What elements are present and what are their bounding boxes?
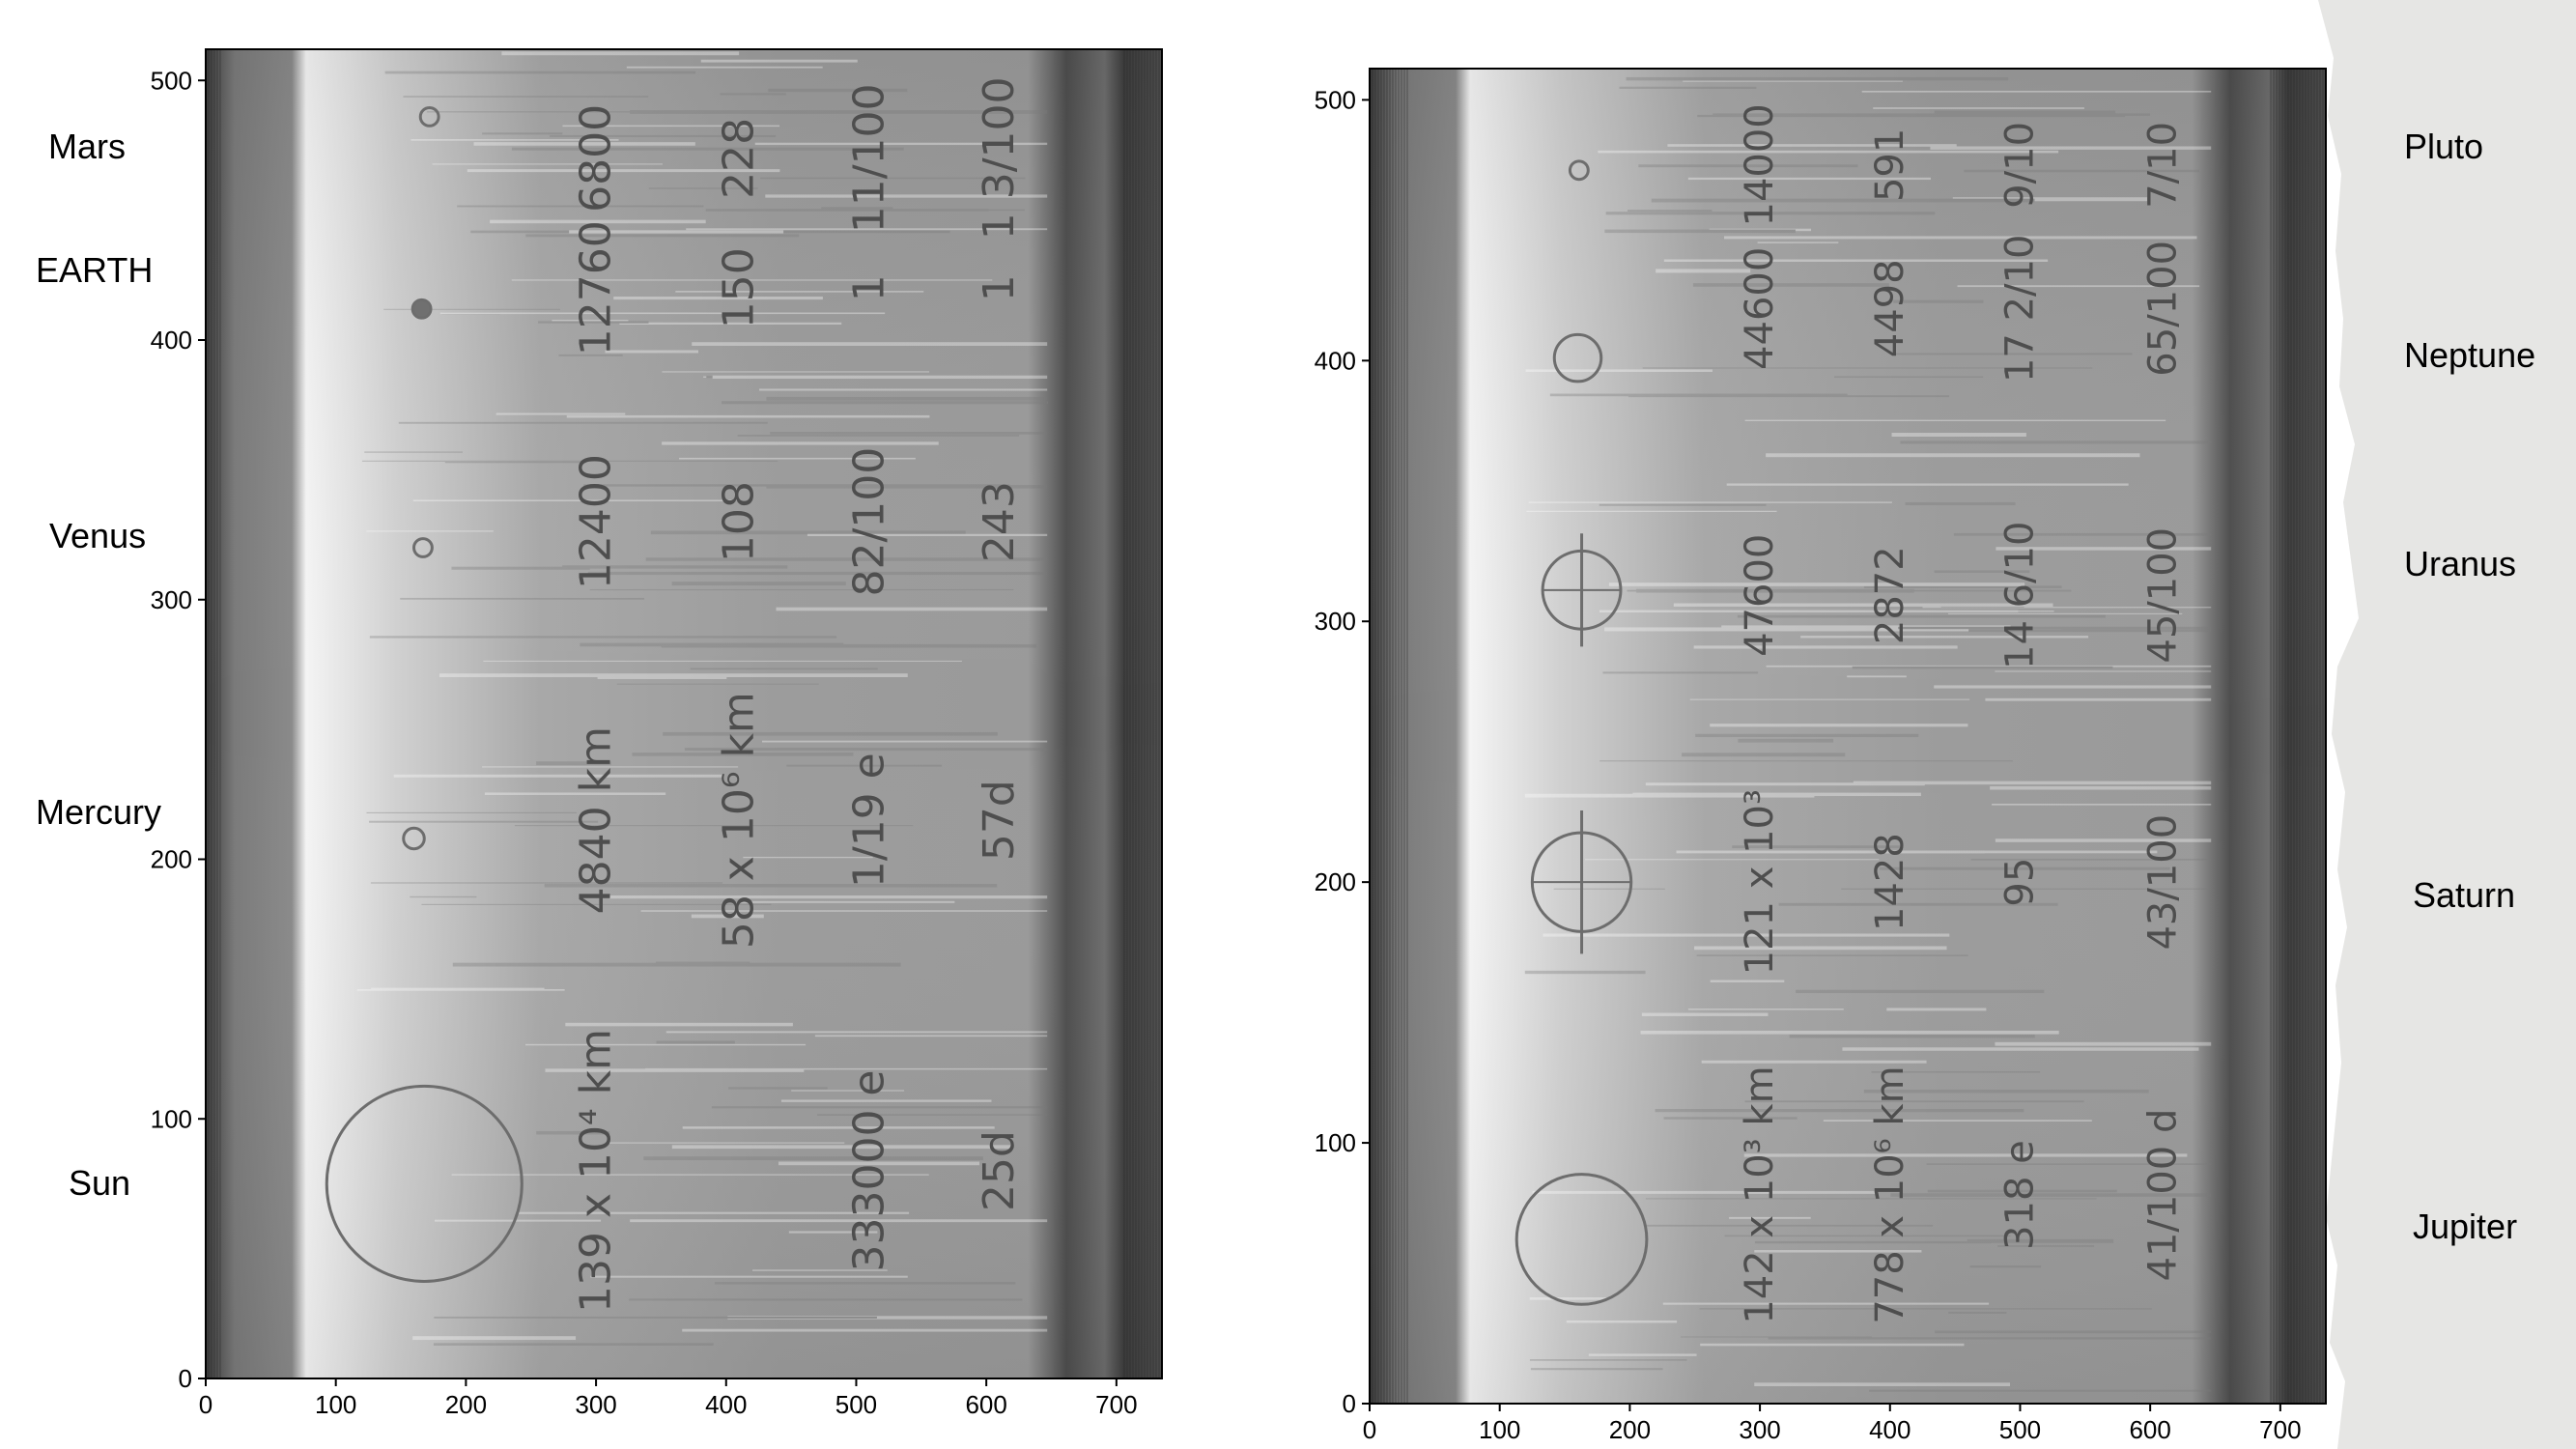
x-tick-label: 700	[2259, 1415, 2301, 1444]
label-jupiter: Jupiter	[2413, 1209, 2517, 1244]
x-tick-label: 0	[1363, 1415, 1376, 1444]
value-earth-diameter: 12760	[572, 220, 621, 355]
value-mercury-mass: 1/19 e	[844, 753, 893, 888]
x-tick-label: 0	[199, 1390, 212, 1419]
value-earth-distance: 150	[715, 247, 764, 328]
y-tick-label: 300	[1315, 607, 1356, 636]
value-jupiter-mass: 318 e	[1997, 1140, 2042, 1250]
value-saturn-rotation: 43/100	[2141, 814, 2186, 951]
value-mercury-distance: 58 x 10⁶ km	[715, 692, 764, 949]
x-tick-label: 500	[835, 1390, 877, 1419]
value-venus-diameter: 12400	[572, 454, 621, 589]
x-tick-label: 600	[2129, 1415, 2170, 1444]
value-earth-rotation: 1	[975, 274, 1024, 301]
label-uranus: Uranus	[2404, 547, 2516, 582]
value-venus-distance: 108	[715, 481, 764, 562]
y-tick-label: 0	[1343, 1389, 1356, 1418]
value-mars-mass: 11/100	[844, 83, 893, 233]
value-neptune-distance: 4498	[1868, 259, 1912, 357]
value-pluto-rotation: 7/10	[2141, 122, 2186, 209]
value-mars-diameter: 6800	[572, 104, 621, 213]
value-sun-diameter: 139 x 10⁴ km	[572, 1029, 621, 1313]
left-scan-panel: 139 x 10⁴ km 333000 e 25d 4840 km 58 x 10⁶ k…	[0, 0, 1217, 1449]
y-tick-label: 200	[1315, 867, 1356, 896]
x-tick-label: 200	[1609, 1415, 1651, 1444]
x-tick-label: 400	[705, 1390, 747, 1419]
x-tick-label: 400	[1869, 1415, 1911, 1444]
value-pluto-distance: 591	[1868, 128, 1912, 202]
x-tick-label: 100	[1479, 1415, 1520, 1444]
y-axis-ticks: 0 100 200 300 400 500	[151, 66, 206, 1393]
label-pluto: Pluto	[2404, 129, 2483, 164]
value-saturn-mass: 95	[1997, 858, 2042, 907]
value-jupiter-diameter: 142 x 10³ km	[1738, 1065, 1782, 1323]
value-saturn-diameter: 121 x 10³	[1738, 789, 1782, 975]
value-earth-mass: 1	[844, 274, 893, 301]
value-sun-rotation: 25d	[975, 1130, 1024, 1211]
x-axis-ticks: 0 100 200 300 400 500 600 700	[1363, 1404, 2302, 1444]
value-mars-rotation: 1 3/100	[975, 76, 1024, 240]
x-tick-label: 300	[575, 1390, 616, 1419]
value-uranus-mass: 14 6/10	[1997, 522, 2042, 669]
y-tick-label: 300	[151, 585, 192, 614]
value-saturn-distance: 1428	[1868, 833, 1912, 931]
value-neptune-rotation: 65/100	[2141, 241, 2186, 377]
y-tick-label: 500	[1315, 85, 1356, 114]
y-tick-label: 100	[1315, 1128, 1356, 1157]
y-tick-label: 500	[151, 66, 192, 95]
value-sun-mass: 333000 e	[844, 1069, 893, 1271]
value-venus-rotation: 243	[975, 481, 1024, 562]
value-mercury-rotation: 57d	[975, 780, 1024, 861]
y-tick-label: 400	[1315, 346, 1356, 375]
y-tick-label: 100	[151, 1104, 192, 1133]
planet-circle-earth	[412, 299, 431, 318]
x-tick-label: 100	[315, 1390, 356, 1419]
y-axis-ticks: 0 100 200 300 400 500	[1315, 85, 1370, 1418]
x-tick-label: 600	[965, 1390, 1006, 1419]
right-scan-panel: 142 x 10³ km 778 x 10⁶ km 318 e 41/100 d 121…	[1256, 0, 2376, 1449]
y-tick-label: 0	[179, 1364, 192, 1393]
value-mercury-diameter: 4840 km	[572, 726, 621, 914]
x-axis-ticks: 0 100 200 300 400 500 600 700	[199, 1378, 1138, 1419]
value-neptune-mass: 17 2/10	[1997, 235, 2042, 383]
value-pluto-diameter: 14000	[1738, 103, 1782, 226]
x-tick-label: 200	[445, 1390, 487, 1419]
value-jupiter-rotation: 41/100 d	[2141, 1109, 2186, 1282]
value-neptune-diameter: 44600	[1738, 247, 1782, 370]
value-uranus-distance: 2872	[1868, 546, 1912, 644]
value-uranus-diameter: 47600	[1738, 534, 1782, 657]
value-uranus-rotation: 45/100	[2141, 527, 2186, 664]
x-tick-label: 700	[1095, 1390, 1137, 1419]
y-tick-label: 200	[151, 845, 192, 874]
y-tick-label: 400	[151, 326, 192, 355]
value-jupiter-distance: 778 x 10⁶ km	[1868, 1065, 1912, 1323]
label-neptune: Neptune	[2404, 338, 2535, 373]
value-mars-distance: 228	[715, 118, 764, 199]
label-saturn: Saturn	[2413, 878, 2515, 913]
x-tick-label: 500	[1999, 1415, 2041, 1444]
value-pluto-mass: 9/10	[1997, 122, 2042, 209]
value-venus-mass: 82/100	[844, 447, 893, 597]
x-tick-label: 300	[1739, 1415, 1780, 1444]
